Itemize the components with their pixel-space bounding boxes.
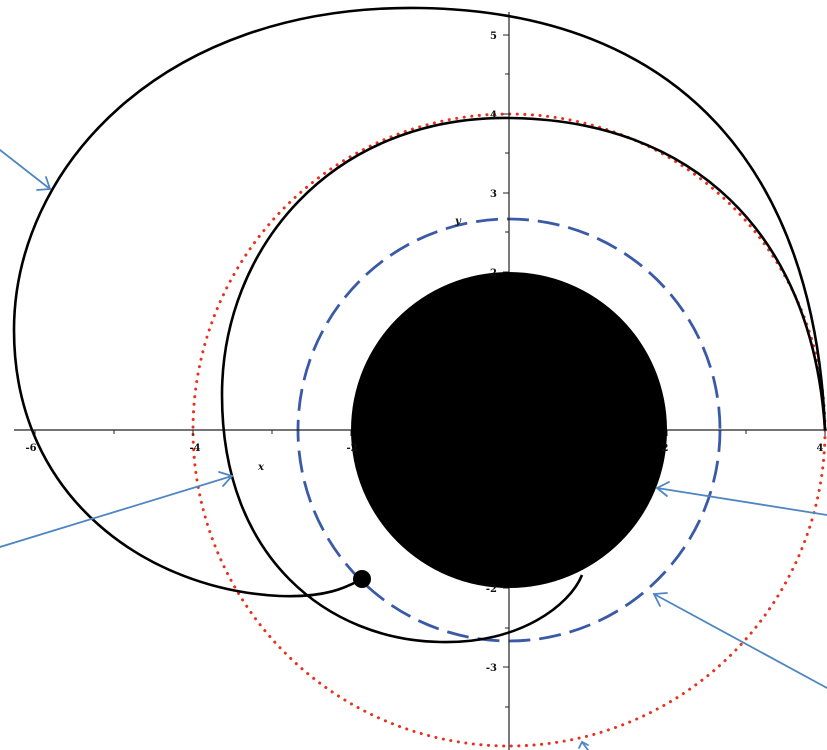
arrow-dashed-circle bbox=[652, 592, 827, 689]
x-tick-label: 2 bbox=[662, 443, 669, 454]
arrow-dotted-circle bbox=[578, 740, 589, 750]
orbit-outer-loop bbox=[12, 6, 827, 598]
arrow-line bbox=[656, 487, 827, 516]
arrow-line bbox=[0, 149, 51, 190]
arrow-line bbox=[0, 475, 233, 548]
arrow-line bbox=[653, 593, 827, 689]
x-tick-label: -2 bbox=[346, 443, 357, 454]
arrow-black-hole bbox=[655, 481, 827, 516]
x-axis-name: x bbox=[257, 462, 265, 473]
arrow-inner-orbit bbox=[0, 471, 234, 548]
particle-dot bbox=[353, 570, 371, 588]
x-tick-label: -4 bbox=[189, 443, 200, 454]
y-tick-label: 4 bbox=[490, 110, 497, 121]
y-tick-marks bbox=[503, 34, 509, 708]
black-hole bbox=[351, 272, 667, 588]
y-axis-name: y bbox=[454, 216, 462, 227]
y-tick-label: 3 bbox=[490, 189, 497, 200]
arrowhead bbox=[578, 740, 589, 749]
callout-arrows bbox=[0, 149, 827, 750]
y-tick-label: 2 bbox=[490, 268, 497, 279]
arrow-outer-orbit bbox=[0, 149, 52, 191]
y-tick-label: -3 bbox=[486, 663, 497, 674]
arrowhead bbox=[218, 471, 234, 487]
x-tick-label: -6 bbox=[25, 443, 36, 454]
y-tick-label: -2 bbox=[486, 584, 497, 595]
y-tick-label: 5 bbox=[490, 31, 497, 42]
arrowhead bbox=[36, 176, 52, 191]
x-tick-labels: -6 -4 -2 2 4 bbox=[25, 443, 823, 454]
y-tick-labels: 5 4 3 2 -2 -3 bbox=[486, 31, 497, 674]
x-tick-label: 4 bbox=[817, 443, 824, 454]
arrowhead bbox=[655, 481, 670, 497]
orbit-inner-spiral bbox=[220, 116, 827, 644]
arrowhead bbox=[652, 592, 668, 607]
